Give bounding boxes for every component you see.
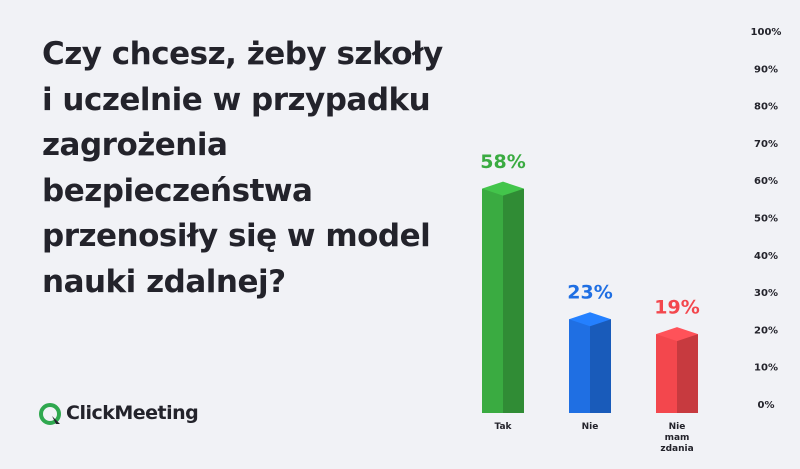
bar-side <box>590 319 611 413</box>
y-tick-label: 0% <box>758 400 775 411</box>
y-tick-label: 100% <box>751 27 782 38</box>
x-tick-label: Tak <box>494 422 512 432</box>
y-tick-label: 90% <box>754 64 778 75</box>
value-label: 58% <box>480 151 525 173</box>
y-tick-label: 70% <box>754 139 778 150</box>
bar-face <box>569 319 590 413</box>
bar-side <box>677 334 698 413</box>
logo-arrow <box>52 416 60 424</box>
value-label: 19% <box>654 297 699 319</box>
bar-top <box>482 181 524 196</box>
bar-face <box>482 188 503 413</box>
y-tick-label: 60% <box>754 176 778 187</box>
bar-top <box>569 312 611 327</box>
y-tick-label: 40% <box>754 251 778 262</box>
y-tick-label: 20% <box>754 325 778 336</box>
x-tick-label: Nie <box>581 422 599 432</box>
y-tick-label: 10% <box>754 363 778 374</box>
y-tick-label: 80% <box>754 102 778 113</box>
value-label: 23% <box>567 282 612 304</box>
logo-ring <box>39 403 61 425</box>
logo-icon <box>39 403 61 425</box>
brand-name: ClickMeeting <box>66 402 199 424</box>
bar-face <box>656 334 677 413</box>
bar-side <box>503 188 524 413</box>
chart-title: Czy chcesz, żeby szkoły i uczelnie w prz… <box>42 36 443 300</box>
y-tick-label: 30% <box>754 288 778 299</box>
x-tick-label: Nie mam zdania <box>660 422 694 454</box>
bar-top <box>656 327 698 342</box>
y-tick-label: 50% <box>754 214 778 225</box>
